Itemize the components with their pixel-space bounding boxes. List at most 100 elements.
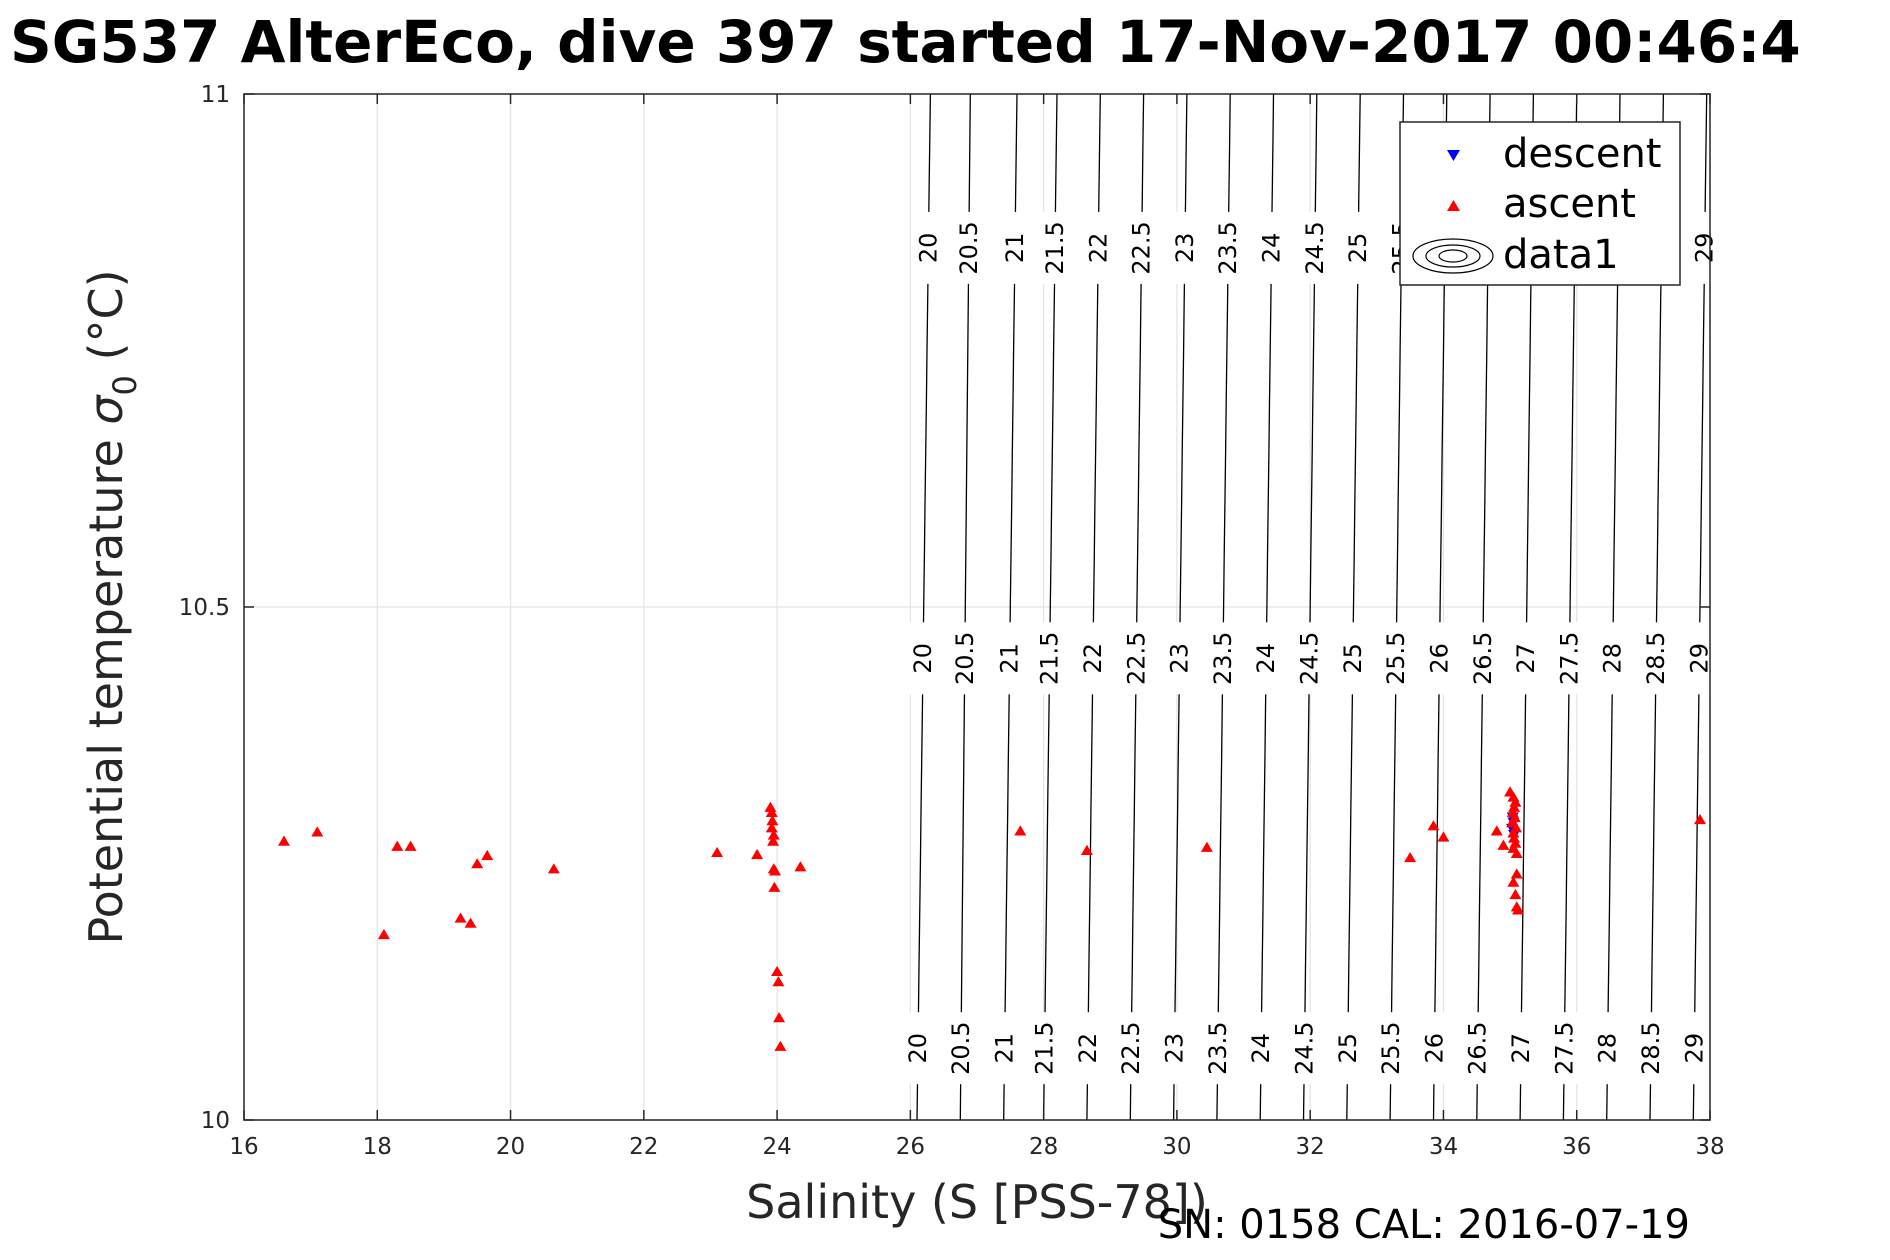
contour-label: 21 [1001,233,1029,264]
contour-line-24-5: 24.5 24.5 24.5 [1290,93,1329,1121]
ascent-point [765,822,778,833]
contour-label: 23.5 [1214,221,1242,274]
ascent-point [765,806,778,817]
contour-label-bg [1550,1012,1579,1085]
contour-line-29: 29 29 29 [1680,93,1719,1121]
legend-contour-icon [1412,238,1494,274]
contour-label-bg [1127,211,1156,284]
contour-line-25: 25 25 25 [1333,93,1373,1121]
contour-label: 28.5 [1637,1021,1665,1074]
ascent-point [767,835,780,846]
contour-label-bg [1382,622,1411,695]
contour-label: 25 [1344,233,1372,264]
ascent-point [391,840,404,851]
contour-label-bg [1420,1012,1449,1085]
legend-descent-marker-icon [1447,150,1460,161]
legend-ascent-marker-icon [1447,200,1460,211]
x-tick-label: 32 [1296,1134,1325,1160]
contour-label-bg [1425,622,1454,695]
contour-label-bg [1170,211,1199,284]
x-tick-label: 16 [229,1134,258,1160]
x-tick-label: 38 [1695,1134,1724,1160]
contour-label: 28 [1594,1033,1622,1064]
contour-label-bg [1084,211,1113,284]
x-tick-label: 30 [1162,1134,1191,1160]
contour-label-bg [995,622,1024,695]
contour-label-bg [1593,1012,1622,1085]
ascent-point [1080,844,1093,855]
ascent-point [1508,832,1521,843]
contour-label-bg [1333,1012,1362,1085]
contour-label: 25 [1339,643,1367,674]
contour-label-bg [1214,211,1243,284]
y-tick-label: 10 [201,1108,230,1134]
x-tick-label: 18 [363,1134,392,1160]
contour-label: 26 [1420,1033,1448,1064]
contour-label-bg [903,1012,932,1085]
ascent-point [751,848,764,860]
contour-label-bg [914,211,943,284]
contour-label-bg [1300,211,1329,284]
contour-line-20-5: 20.5 20.5 20.5 [947,93,983,1121]
axes: 16 18 20 22 24 26 28 30 32 34 36 38 10 10.5 11 [179,82,1725,1160]
ascent-point [1510,847,1523,859]
legend: descent ascent data1 [1399,121,1681,286]
contour-label: 24.5 [1290,1021,1318,1074]
ascent-point [1509,796,1522,807]
contour-label: 21 [991,1033,1019,1064]
contour-label-bg [1598,622,1627,695]
contour-label: 27.5 [1555,632,1583,685]
contour-label-bg [1030,1012,1059,1085]
contour-line-22: 22 22 22 [1073,93,1113,1121]
contour-label: 25 [1334,1033,1362,1064]
ascent-point [711,846,724,858]
ascent-point [454,912,467,923]
ascent-point [1427,820,1440,831]
legend-box [1399,121,1681,286]
contour-label: 27.5 [1550,1021,1578,1074]
contour-label-bg [1160,1012,1189,1085]
ascent-point [1507,876,1520,887]
y-axis-label-unit: (°C) [79,269,133,375]
contour-label: 21.5 [1041,221,1069,274]
contour-label: 23 [1171,233,1199,264]
x-tick-label: 34 [1429,1134,1458,1160]
contour-label-bg [1295,622,1324,695]
contour-label-bg [1040,211,1069,284]
contour-label: 22.5 [1128,221,1156,274]
ascent-point [766,815,779,826]
contour-label-bg [990,1012,1019,1085]
ascent-point [1694,813,1707,825]
ascent-point [764,801,777,812]
ascent-point [767,829,780,840]
ascent-point [1509,888,1522,900]
ascent-point [471,858,484,869]
legend-ascent-label: ascent [1503,181,1636,227]
ascent-point [1014,825,1027,836]
footer-serial-cal: SN: 0158 CAL: 2016-07-19 [1158,1202,1690,1248]
contour-label: 20.5 [955,221,983,274]
chart-title: SG537 AlterEco, dive 397 started 17-Nov-… [10,8,1801,76]
contour-label-bg [1463,1012,1492,1085]
x-tick-label: 20 [496,1134,525,1160]
contour-label: 29 [1680,1033,1708,1064]
legend-descent-label: descent [1503,131,1661,177]
x-tick-label: 36 [1562,1134,1591,1160]
contour-label-bg [1000,211,1029,284]
ascent-point [794,861,807,872]
contour-label-bg [1507,1012,1536,1085]
contour-label: 27 [1512,643,1540,674]
contour-line-23: 23 23 23 [1160,93,1199,1121]
contour-label-bg [1117,1012,1146,1085]
y-tick-label: 11 [201,82,230,108]
contour-label: 21 [996,643,1024,674]
contour-label: 23.5 [1204,1021,1232,1074]
contour-label-bg [1073,1012,1102,1085]
contour-label-bg [950,622,979,695]
contour-label: 25.5 [1382,632,1410,685]
contour-label-bg [1690,211,1719,284]
ascent-point [464,917,477,928]
contour-label-bg [1512,622,1541,695]
y-tick-label: 10.5 [179,595,230,621]
